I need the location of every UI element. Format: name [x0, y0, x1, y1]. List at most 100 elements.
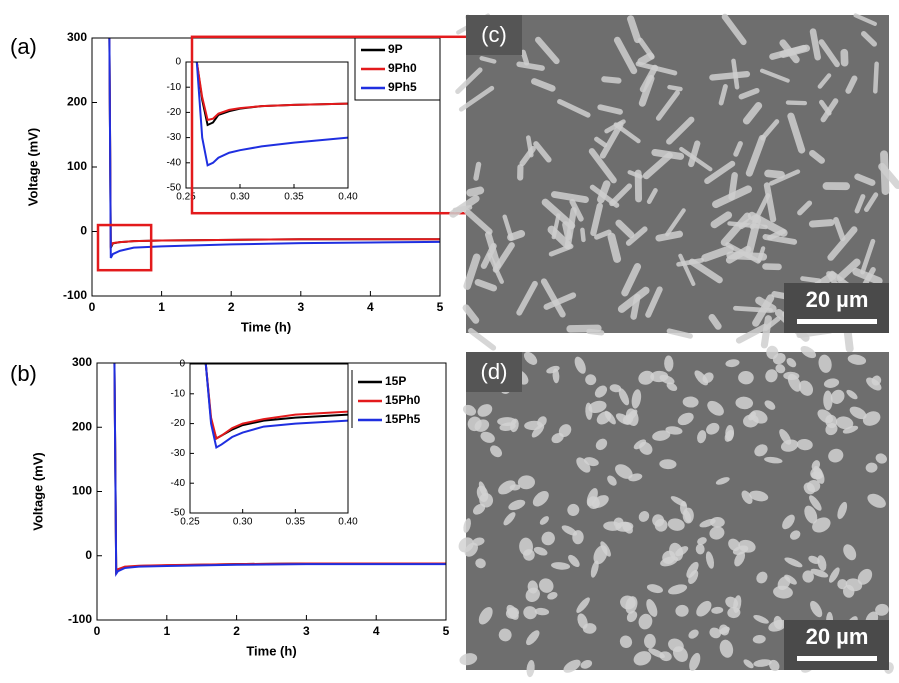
- sem-particle: [597, 104, 623, 115]
- sem-particle: [666, 382, 678, 392]
- sem-particle: [668, 584, 688, 595]
- x-tick-label: 3: [303, 624, 310, 638]
- sem-particle: [803, 482, 816, 495]
- legend-label: 9Ph0: [388, 61, 417, 75]
- sem-particle: [808, 555, 820, 564]
- sem-particle: [701, 245, 734, 262]
- sem-particle: [719, 626, 730, 634]
- sem-particle: [875, 603, 889, 616]
- sem-particle: [742, 102, 763, 125]
- sem-particle: [665, 208, 686, 237]
- sem-particle: [625, 596, 638, 614]
- sem-particle: [705, 551, 715, 569]
- sem-particle: [586, 328, 605, 336]
- sem-particle: [784, 574, 797, 585]
- scale-box: [784, 620, 889, 670]
- sem-particle: [580, 659, 593, 669]
- y-tick-label: 100: [72, 484, 92, 498]
- sem-particle: [864, 192, 879, 212]
- sem-particle: [796, 438, 813, 451]
- sem-particle: [760, 315, 772, 349]
- sem-particle: [734, 551, 746, 567]
- sem-particle: [607, 475, 617, 486]
- x-tick-label: 4: [373, 624, 380, 638]
- sem-particle: [655, 90, 680, 121]
- sem-particle: [873, 61, 879, 94]
- sem-particle: [764, 456, 783, 464]
- image-label: (c): [481, 22, 507, 47]
- sem-particle: [702, 372, 714, 384]
- sem-particle: [786, 358, 797, 368]
- sem-particle: [765, 369, 778, 383]
- x-axis-label: Time (h): [246, 643, 296, 658]
- sem-particle: [618, 388, 630, 406]
- sem-particle: [867, 493, 886, 508]
- sem-particle: [835, 416, 854, 430]
- sem-particle: [474, 278, 498, 292]
- series-line: [108, 38, 440, 250]
- y-tick-label: -50: [167, 183, 182, 194]
- sem-particle: [462, 304, 480, 324]
- x-tick-label: 0.40: [338, 192, 358, 203]
- sem-particle: [754, 444, 768, 457]
- x-tick-label: 1: [158, 300, 165, 314]
- sem-particle: [615, 464, 633, 479]
- x-tick-label: 5: [443, 624, 450, 638]
- y-tick-label: -40: [171, 478, 186, 489]
- sem-particle: [860, 238, 876, 275]
- y-tick-label: -10: [171, 388, 186, 399]
- x-tick-label: 3: [297, 300, 304, 314]
- sem-particle: [638, 74, 655, 107]
- sem-particle: [531, 424, 545, 438]
- sem-particle: [785, 100, 808, 106]
- sem-particle: [695, 543, 705, 555]
- series-line: [113, 363, 446, 577]
- sem-particle: [677, 412, 694, 426]
- sem-particle: [725, 245, 752, 264]
- sem-particle: [797, 200, 813, 216]
- sem-particle: [735, 396, 754, 410]
- sem-particle: [779, 39, 800, 64]
- sem-particle: [753, 659, 772, 667]
- sem-particle: [666, 328, 693, 339]
- sem-particle: [619, 635, 633, 649]
- sem-particle: [462, 404, 477, 416]
- sem-particle: [459, 653, 478, 666]
- x-tick-label: 0.30: [233, 517, 253, 528]
- sem-particle: [525, 587, 540, 603]
- sem-particle: [667, 84, 683, 92]
- sem-particle: [745, 134, 766, 177]
- sem-particle: [712, 185, 752, 209]
- x-tick-label: 2: [233, 624, 240, 638]
- sem-particle: [638, 613, 653, 630]
- sem-particle: [646, 599, 658, 617]
- sem-particle: [854, 194, 866, 214]
- sem-particle: [463, 518, 471, 533]
- sem-particle: [609, 384, 622, 393]
- sem-particle: [818, 354, 832, 373]
- plot-frame: [189, 363, 349, 514]
- sem-particle: [561, 525, 578, 536]
- y-tick-label: -10: [167, 82, 182, 93]
- sem-particle: [733, 595, 742, 613]
- series-line: [204, 364, 348, 449]
- sem-particle: [738, 539, 756, 553]
- sem-particle: [697, 537, 707, 545]
- sem-particle: [711, 606, 724, 614]
- sem-particle: [582, 623, 597, 634]
- sem-particle: [498, 628, 512, 642]
- sem-particle: [455, 67, 483, 95]
- label-box: [466, 352, 522, 392]
- sem-particle: [621, 263, 642, 297]
- sem-particle: [843, 544, 857, 561]
- sem-particle: [655, 230, 684, 242]
- sem-particle: [468, 328, 497, 351]
- sem-particle: [735, 323, 768, 344]
- sem-particle: [633, 651, 652, 666]
- sem-particle: [543, 292, 577, 310]
- sem-particle: [625, 226, 648, 246]
- series-line: [195, 62, 348, 167]
- sem-particle: [526, 630, 540, 646]
- sem-particle: [603, 521, 622, 531]
